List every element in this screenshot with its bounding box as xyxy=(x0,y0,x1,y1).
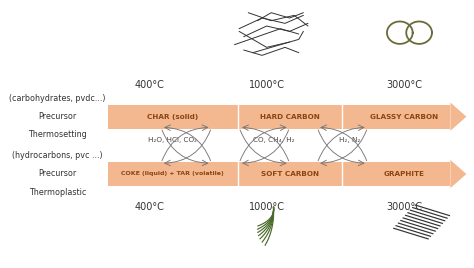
Text: H₂, N₂: H₂, N₂ xyxy=(339,137,360,143)
Text: GRAPHITE: GRAPHITE xyxy=(384,171,425,177)
FancyBboxPatch shape xyxy=(108,105,450,129)
Text: (hydrocarbons, pvc ...): (hydrocarbons, pvc ...) xyxy=(12,151,103,160)
Text: SOFT CARBON: SOFT CARBON xyxy=(261,171,319,177)
Text: H₂O, HCl, CO₂: H₂O, HCl, CO₂ xyxy=(148,137,197,143)
Text: 1000°C: 1000°C xyxy=(249,80,285,90)
Text: 1000°C: 1000°C xyxy=(249,202,285,212)
Text: CO, CH₄, H₂: CO, CH₄, H₂ xyxy=(253,137,294,143)
Text: Precursor: Precursor xyxy=(38,112,77,121)
Polygon shape xyxy=(450,160,466,188)
Text: Thermosetting: Thermosetting xyxy=(28,130,87,139)
FancyBboxPatch shape xyxy=(108,162,450,186)
Text: GLASSY CARBON: GLASSY CARBON xyxy=(370,114,438,120)
Text: COKE (liquid) + TAR (volatile): COKE (liquid) + TAR (volatile) xyxy=(121,172,224,177)
Text: Thermoplastic: Thermoplastic xyxy=(29,188,86,197)
Text: Precursor: Precursor xyxy=(38,169,77,178)
Text: (carbohydrates, pvdc...): (carbohydrates, pvdc...) xyxy=(9,94,106,103)
Polygon shape xyxy=(450,103,466,131)
Text: 400°C: 400°C xyxy=(135,80,164,90)
Text: CHAR (solid): CHAR (solid) xyxy=(147,114,198,120)
Text: 3000°C: 3000°C xyxy=(386,80,422,90)
Text: 400°C: 400°C xyxy=(135,202,164,212)
Text: HARD CARBON: HARD CARBON xyxy=(260,114,319,120)
Text: 3000°C: 3000°C xyxy=(386,202,422,212)
